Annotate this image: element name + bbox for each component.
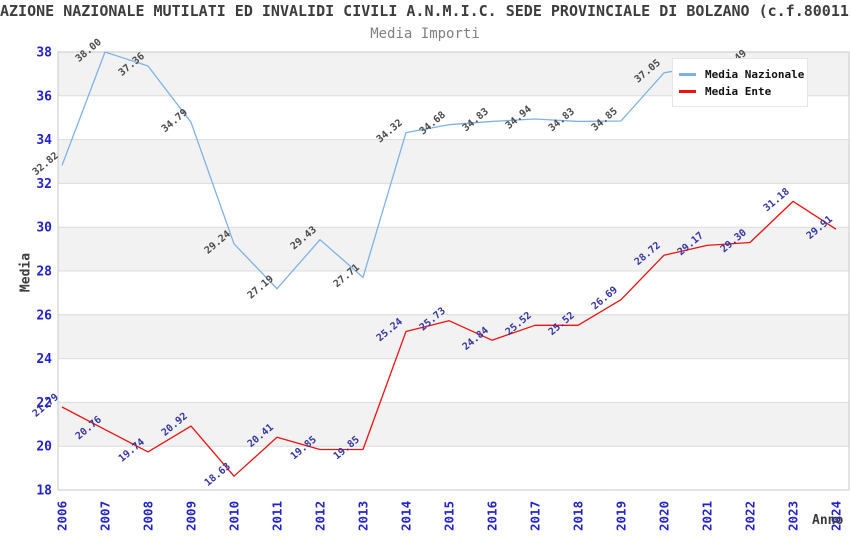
data-point-label: 34.94 — [504, 104, 534, 132]
chart-title: AZIONE NAZIONALE MUTILATI ED INVALIDI CI… — [0, 2, 850, 20]
x-tick-label: 2021 — [700, 501, 715, 531]
x-tick-label: 2008 — [141, 501, 156, 531]
x-tick-label: 2015 — [442, 501, 457, 531]
data-point-label: 34.68 — [418, 110, 448, 138]
data-point-label: 34.83 — [461, 106, 491, 134]
legend-item-label: Media Ente — [705, 84, 772, 98]
chart-subtitle: Media Importi — [370, 26, 480, 42]
y-tick-label: 22 — [36, 396, 52, 411]
x-tick-label: 2020 — [657, 501, 672, 531]
legend-item-label: Media Nazionale — [705, 67, 805, 81]
y-tick-label: 20 — [36, 440, 52, 455]
x-tick-label: 2022 — [743, 501, 758, 531]
y-tick-label: 34 — [36, 133, 52, 148]
plot-band — [58, 139, 849, 184]
data-point-label: 34.85 — [590, 106, 620, 134]
x-tick-label: 2023 — [786, 501, 801, 531]
plot-border — [57, 51, 850, 491]
y-tick-label: 32 — [36, 177, 52, 192]
data-point-label: 27.19 — [246, 274, 276, 302]
x-tick-label: 2011 — [270, 501, 285, 531]
y-axis-label: Media — [18, 252, 34, 293]
data-point-label: 31.18 — [762, 186, 792, 214]
x-tick-label: 2019 — [614, 501, 629, 531]
y-tick-label: 36 — [36, 89, 52, 104]
x-tick-label: 2013 — [356, 501, 371, 531]
legend-item-ente: Media Ente — [677, 83, 801, 99]
legend: Media Nazionale Media Ente — [672, 58, 808, 107]
x-tick-label: 2007 — [98, 501, 113, 531]
x-axis-label: Anno — [812, 513, 844, 528]
x-tick-label: 2009 — [184, 501, 199, 531]
x-tick-label: 2014 — [399, 501, 414, 531]
data-point-label: 34.79 — [160, 107, 190, 135]
data-point-label: 26.69 — [590, 285, 620, 313]
legend-item-nazionale: Media Nazionale — [677, 66, 805, 82]
series-line-media-nazionale — [61, 51, 751, 290]
y-tick-label: 26 — [36, 308, 52, 323]
y-tick-label: 30 — [36, 221, 52, 236]
y-tick-label: 28 — [36, 265, 52, 280]
nazionale-line-swatch — [679, 72, 696, 76]
x-tick-label: 2006 — [55, 501, 70, 531]
plot-band — [58, 227, 849, 271]
plot-band — [58, 402, 849, 447]
data-point-label: 18.63 — [203, 461, 233, 489]
series-line-media-ente — [61, 200, 837, 477]
y-tick-label: 24 — [36, 352, 52, 367]
x-tick-label: 2024 — [829, 501, 844, 531]
data-point-label: 32.82 — [31, 150, 61, 178]
x-tick-label: 2010 — [227, 501, 242, 531]
x-tick-label: 2017 — [528, 501, 543, 531]
x-tick-label: 2012 — [313, 501, 328, 531]
ente-line-swatch — [679, 89, 696, 93]
y-tick-label: 38 — [36, 46, 52, 61]
plot-band — [58, 314, 849, 359]
x-tick-label: 2016 — [485, 501, 500, 531]
x-tick-label: 2018 — [571, 501, 586, 531]
y-tick-label: 18 — [36, 484, 52, 499]
